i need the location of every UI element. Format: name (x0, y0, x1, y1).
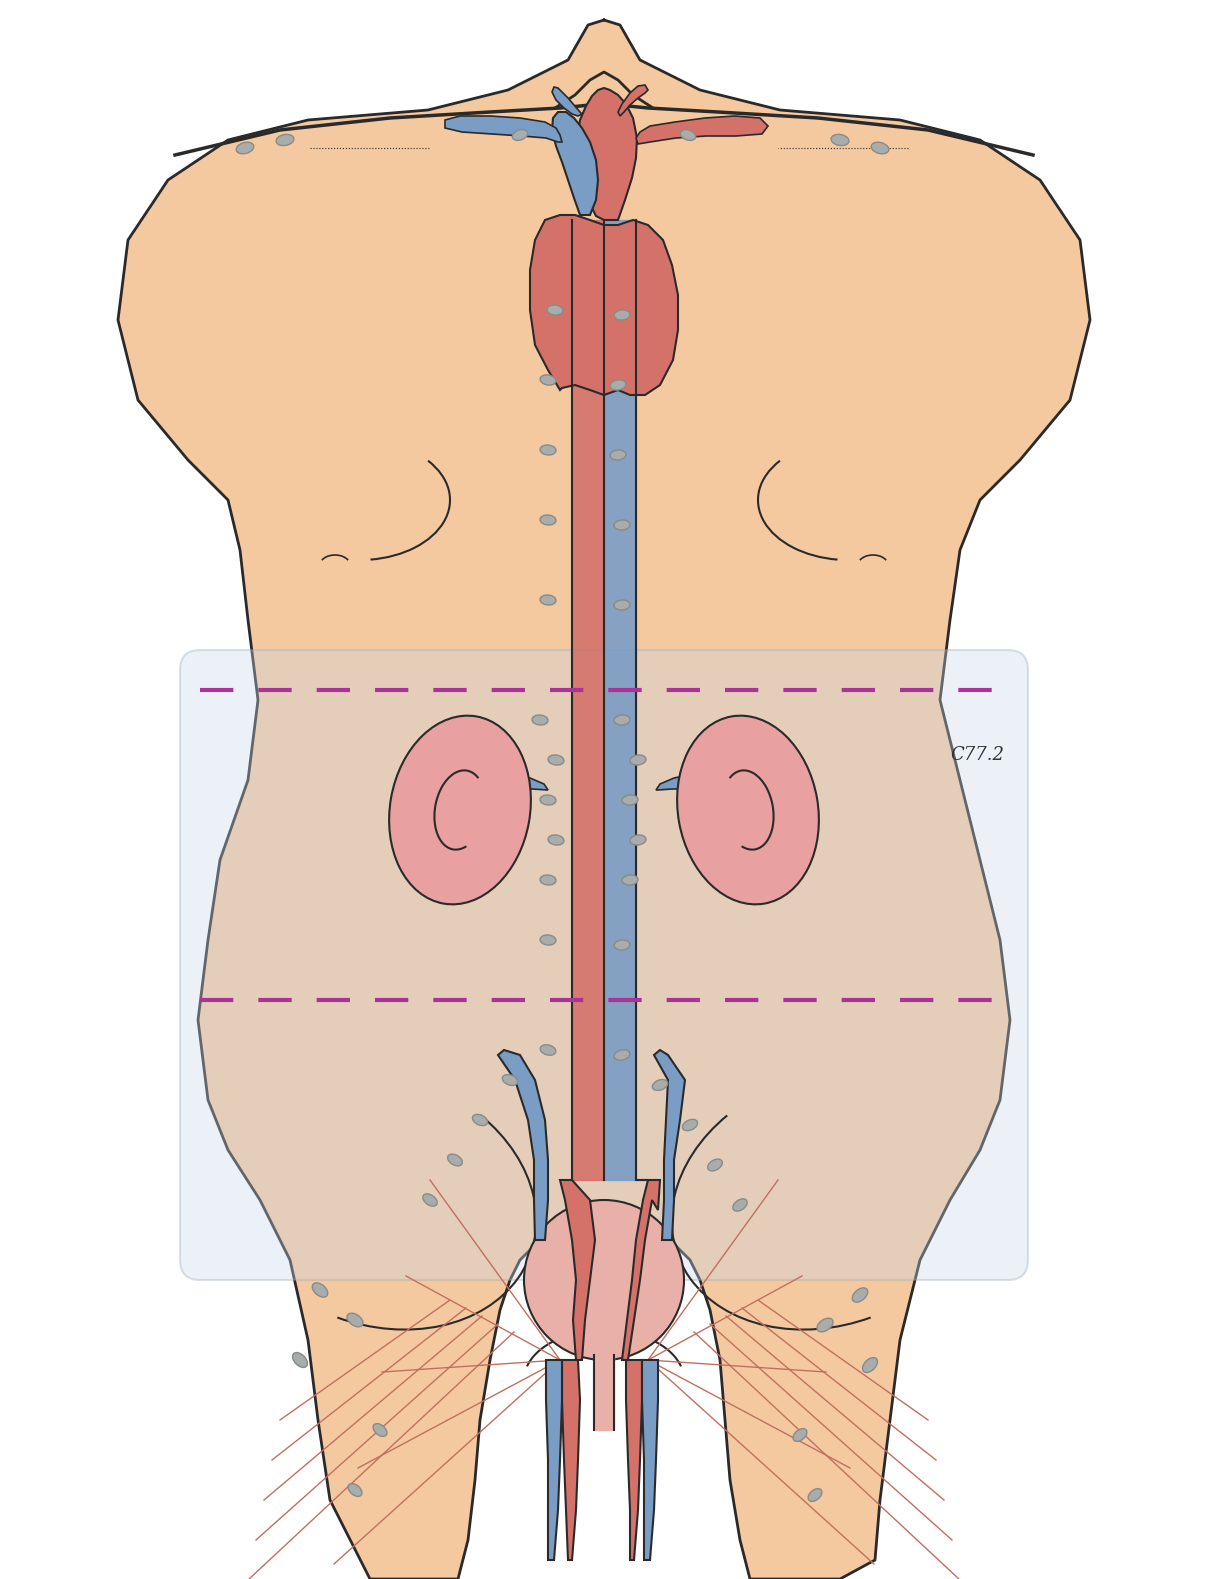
Ellipse shape (808, 1489, 821, 1502)
Polygon shape (618, 85, 647, 115)
Ellipse shape (347, 1314, 364, 1326)
Ellipse shape (540, 374, 556, 385)
Polygon shape (656, 767, 776, 790)
Ellipse shape (708, 1159, 722, 1172)
Polygon shape (498, 1050, 548, 1240)
Ellipse shape (423, 1194, 437, 1206)
Ellipse shape (389, 715, 530, 905)
Ellipse shape (448, 1154, 463, 1165)
Polygon shape (428, 767, 548, 790)
Ellipse shape (622, 794, 638, 805)
Polygon shape (118, 21, 1090, 1579)
Ellipse shape (614, 519, 631, 531)
Ellipse shape (733, 1198, 748, 1211)
Ellipse shape (610, 450, 626, 459)
Ellipse shape (614, 715, 631, 725)
Polygon shape (641, 1360, 658, 1560)
Ellipse shape (831, 134, 849, 145)
Ellipse shape (540, 875, 556, 886)
Ellipse shape (863, 1358, 877, 1372)
Ellipse shape (817, 1318, 834, 1331)
Ellipse shape (680, 129, 696, 141)
Ellipse shape (472, 1115, 488, 1126)
Ellipse shape (532, 715, 548, 725)
Ellipse shape (853, 1288, 867, 1303)
Ellipse shape (631, 755, 646, 766)
Ellipse shape (540, 935, 556, 944)
Polygon shape (562, 1360, 580, 1560)
Ellipse shape (614, 1050, 629, 1060)
Polygon shape (635, 115, 768, 144)
Ellipse shape (540, 794, 556, 805)
Ellipse shape (292, 1353, 308, 1367)
Ellipse shape (614, 940, 631, 951)
Polygon shape (546, 1360, 562, 1560)
Polygon shape (626, 1360, 641, 1560)
Polygon shape (445, 115, 562, 142)
Ellipse shape (871, 142, 889, 153)
Ellipse shape (237, 142, 254, 153)
Ellipse shape (652, 1080, 668, 1091)
Ellipse shape (312, 1282, 327, 1298)
Ellipse shape (277, 134, 294, 145)
Polygon shape (622, 1180, 660, 1360)
Polygon shape (552, 112, 598, 215)
Ellipse shape (610, 381, 626, 390)
Ellipse shape (614, 309, 631, 321)
Ellipse shape (678, 715, 819, 905)
Polygon shape (530, 215, 678, 395)
Text: C77.2: C77.2 (949, 745, 1004, 764)
Polygon shape (552, 87, 582, 115)
Ellipse shape (794, 1429, 807, 1442)
Ellipse shape (373, 1424, 387, 1437)
Polygon shape (577, 88, 637, 219)
Ellipse shape (540, 515, 556, 526)
Ellipse shape (503, 1075, 518, 1085)
Ellipse shape (524, 1200, 684, 1360)
Ellipse shape (348, 1484, 362, 1497)
Ellipse shape (540, 445, 556, 455)
Polygon shape (561, 1180, 596, 1360)
Ellipse shape (540, 1045, 556, 1055)
Ellipse shape (631, 835, 646, 845)
Ellipse shape (614, 600, 631, 609)
Ellipse shape (622, 875, 638, 886)
Polygon shape (654, 1050, 685, 1240)
Ellipse shape (548, 755, 564, 766)
FancyBboxPatch shape (180, 651, 1028, 1281)
Ellipse shape (547, 305, 563, 316)
Ellipse shape (683, 1120, 697, 1131)
Ellipse shape (512, 129, 528, 141)
Ellipse shape (540, 595, 556, 605)
Ellipse shape (548, 835, 564, 845)
